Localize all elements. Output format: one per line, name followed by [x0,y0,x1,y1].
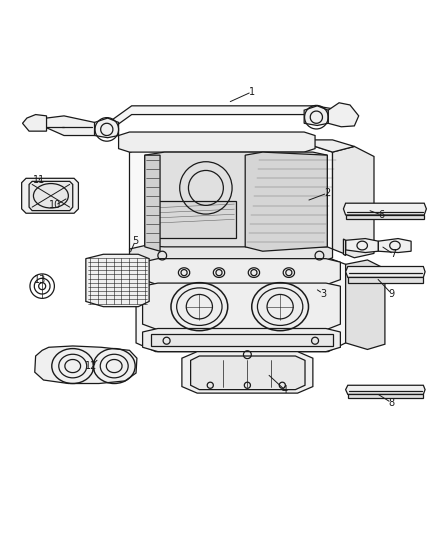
Polygon shape [130,140,354,152]
Polygon shape [106,106,341,133]
Polygon shape [130,246,332,264]
Polygon shape [119,132,315,152]
Polygon shape [151,334,332,346]
Polygon shape [348,277,424,283]
Text: 9: 9 [389,288,395,298]
Text: 2: 2 [324,188,330,198]
Polygon shape [346,239,378,253]
Polygon shape [245,152,327,251]
Polygon shape [378,239,411,253]
Polygon shape [158,201,237,238]
Text: 3: 3 [320,288,326,298]
Polygon shape [29,181,73,211]
Polygon shape [328,103,359,127]
Text: 12: 12 [85,361,98,371]
Text: 11: 11 [33,175,45,185]
Polygon shape [21,179,78,213]
Polygon shape [35,346,137,384]
Text: 10: 10 [49,200,61,211]
Polygon shape [346,260,385,350]
Polygon shape [95,118,119,138]
Polygon shape [136,258,346,352]
Polygon shape [343,239,346,256]
Polygon shape [22,115,46,131]
Text: 6: 6 [378,210,385,220]
Polygon shape [86,254,149,306]
Polygon shape [346,266,425,277]
Polygon shape [348,394,424,398]
Polygon shape [332,147,374,258]
Text: 1: 1 [249,87,255,97]
Text: 13: 13 [34,274,46,285]
Polygon shape [130,147,332,258]
Text: 4: 4 [282,385,288,394]
Polygon shape [304,106,328,125]
Text: 5: 5 [132,236,138,246]
Polygon shape [143,328,340,352]
Polygon shape [346,385,425,394]
Polygon shape [343,203,426,215]
Polygon shape [191,356,305,390]
Polygon shape [143,259,340,285]
Polygon shape [145,155,160,251]
Polygon shape [145,152,327,254]
Text: 8: 8 [389,398,395,408]
Polygon shape [182,352,313,393]
Polygon shape [44,116,95,135]
Text: 7: 7 [391,249,397,259]
Polygon shape [346,215,424,220]
Polygon shape [143,283,340,330]
